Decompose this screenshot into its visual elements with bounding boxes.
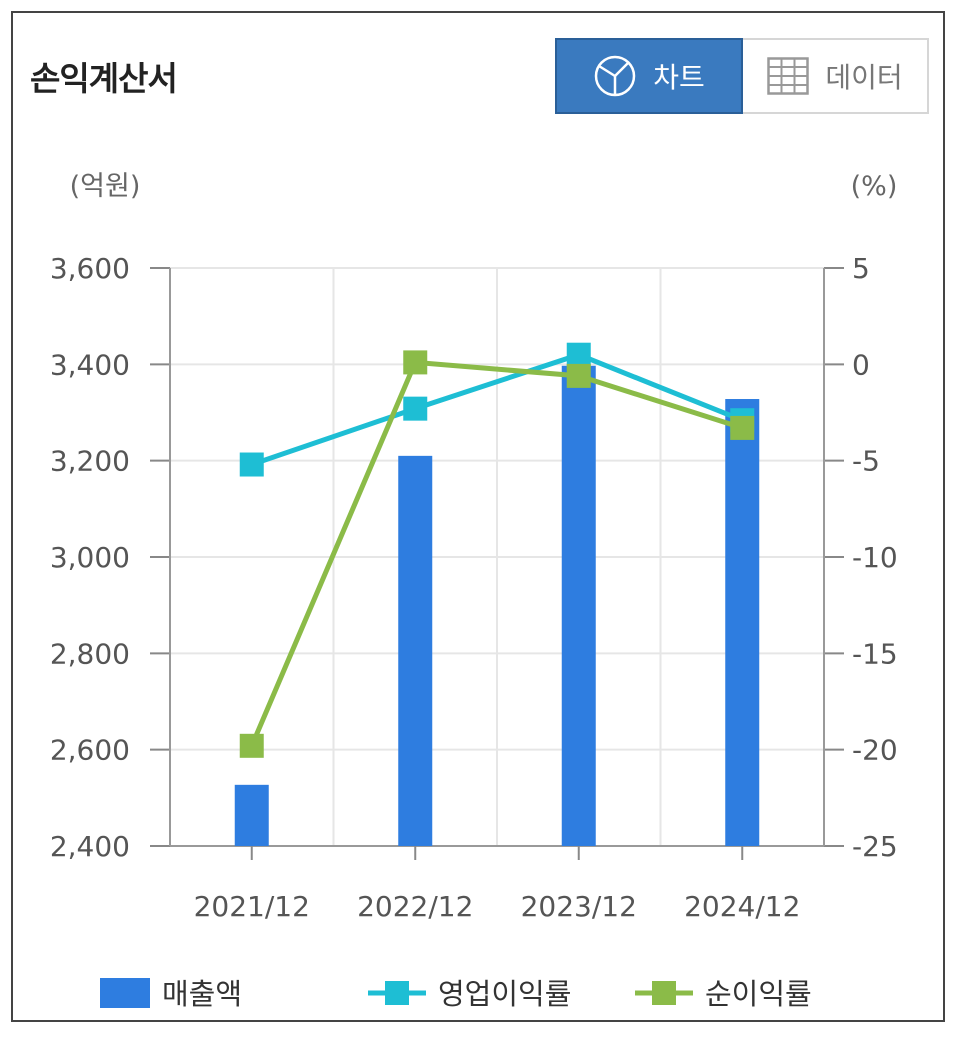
view-toggle: 차트 데이터	[555, 38, 929, 114]
table-grid-icon	[767, 57, 810, 95]
pie-chart-icon	[594, 55, 636, 97]
chart-panel	[11, 11, 945, 1022]
page-title: 손익계산서	[30, 59, 178, 98]
chart-view-label: 차트	[653, 61, 705, 94]
data-view-label: 데이터	[825, 61, 903, 94]
chart-view-button[interactable]: 차트	[555, 38, 743, 114]
data-view-button[interactable]: 데이터	[743, 38, 929, 114]
